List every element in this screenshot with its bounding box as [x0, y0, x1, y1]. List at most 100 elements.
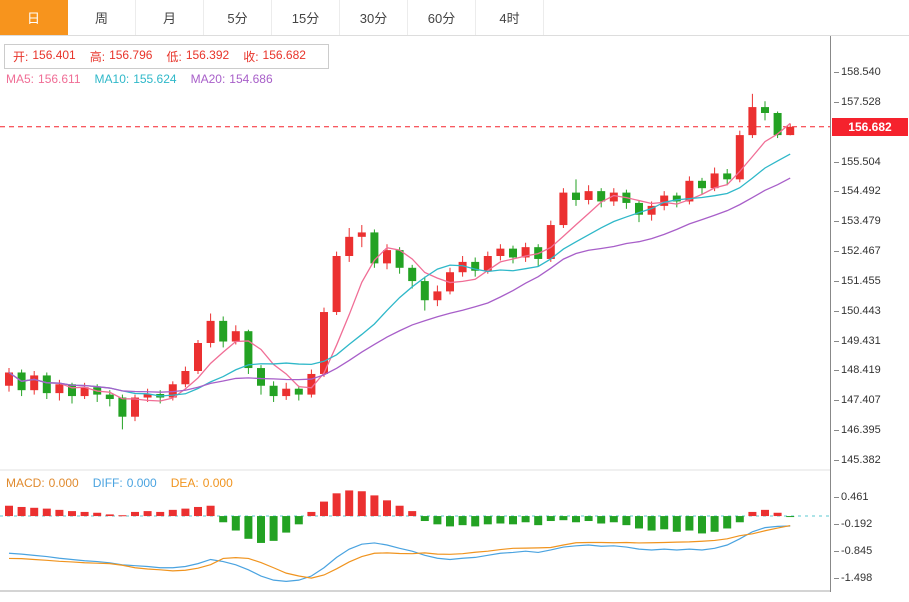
candle-body	[572, 192, 580, 200]
candle-body	[786, 126, 795, 136]
ma5-line	[8, 122, 791, 402]
macd-bar	[534, 516, 543, 526]
candle-body	[509, 248, 517, 258]
tab-timeframe-7[interactable]: 4时	[476, 0, 544, 35]
candle-body	[370, 232, 379, 264]
readout-label: MA20:	[190, 72, 226, 86]
ma-readout-item: MA20: 154.686	[191, 72, 273, 86]
macd-bar	[496, 516, 505, 524]
macd-bar	[735, 516, 744, 523]
candle-body	[685, 180, 694, 202]
macd-bar	[383, 500, 391, 517]
price-axis-label: 155.504	[834, 155, 881, 169]
ma-readout-item: MA10: 155.624	[95, 72, 177, 86]
price-axis-label: 147.407	[834, 393, 881, 407]
candle-body	[307, 373, 316, 395]
price-axis-label: 151.455	[834, 274, 881, 288]
macd-bar	[80, 511, 89, 517]
readout-value: 156.401	[32, 48, 76, 62]
candle-body	[647, 205, 656, 215]
macd-axis-label: -0.845	[834, 544, 872, 558]
macd-bar	[345, 490, 354, 517]
macd-bar	[572, 516, 580, 523]
readout-value: 156.392	[185, 48, 230, 62]
readout-label: MACD:	[6, 476, 45, 490]
macd-bar	[597, 516, 606, 524]
macd-bar	[420, 516, 429, 522]
readout-value: 0.000	[48, 476, 79, 490]
candle-body	[30, 375, 39, 391]
candle-body	[748, 107, 757, 136]
candle-body	[257, 368, 265, 386]
candle-body	[420, 281, 429, 301]
macd-bar	[773, 512, 782, 517]
candle-body	[660, 195, 669, 206]
current-price-tag: 156.682	[832, 117, 908, 136]
macd-bar	[307, 511, 316, 517]
macd-bar	[433, 516, 442, 525]
macd-readout-item: DEA: 0.000	[171, 476, 233, 490]
candle-body	[320, 312, 328, 374]
readout-label: 开:	[13, 50, 29, 64]
candle-body	[597, 191, 606, 202]
macd-axis-label: -0.192	[834, 517, 872, 531]
macd-axis-label: -1.498	[834, 571, 872, 585]
ma-readout-item: MA5: 156.611	[6, 72, 81, 86]
candle-body	[80, 387, 89, 397]
macd-bar	[685, 516, 694, 531]
tab-timeframe-3[interactable]: 5分	[204, 0, 272, 35]
candle-body	[383, 250, 391, 264]
tab-timeframe-6[interactable]: 60分	[408, 0, 476, 35]
candle-body	[483, 256, 492, 271]
candle-body	[433, 291, 442, 301]
macd-bar	[332, 493, 341, 517]
candle-body	[521, 247, 530, 258]
macd-bar	[786, 516, 795, 518]
candle-body	[143, 394, 152, 398]
macd-bar	[509, 516, 517, 525]
macd-bar	[282, 516, 291, 533]
tab-timeframe-2[interactable]: 月	[136, 0, 204, 35]
ohlc-readout-item: 收: 156.682	[243, 48, 306, 65]
price-axis-label: 149.431	[834, 334, 881, 348]
candle-body	[118, 397, 127, 417]
candle-body	[609, 192, 618, 202]
macd-bar	[647, 516, 656, 531]
candle-body	[181, 371, 190, 385]
macd-bar	[156, 511, 165, 517]
candle-body	[710, 173, 719, 189]
macd-bar	[181, 508, 190, 517]
kline-chart-canvas[interactable]	[0, 36, 830, 592]
readout-value: 156.611	[38, 72, 81, 86]
price-axis-label: 157.528	[834, 95, 881, 109]
candle-body	[559, 192, 568, 226]
macd-bar	[446, 516, 454, 527]
candle-body	[168, 384, 177, 398]
tab-timeframe-1[interactable]: 周	[68, 0, 136, 35]
tab-timeframe-0[interactable]: 日	[0, 0, 68, 35]
candle-body	[194, 342, 202, 372]
candle-body	[672, 195, 681, 202]
macd-bar	[118, 515, 127, 517]
macd-bar	[584, 516, 593, 522]
candle-body	[55, 384, 64, 394]
tab-timeframe-4[interactable]: 15分	[272, 0, 340, 35]
candle-body	[105, 394, 114, 400]
candle-body	[206, 320, 215, 343]
candle-body	[458, 261, 467, 273]
candle-body	[42, 375, 51, 394]
macd-bar	[30, 507, 39, 517]
candle-body	[735, 135, 744, 180]
readout-label: DIFF:	[92, 476, 123, 490]
macd-bar	[257, 516, 265, 543]
macd-readout-item: MACD: 0.000	[6, 476, 79, 490]
macd-bar	[17, 506, 26, 517]
macd-bar	[357, 491, 366, 517]
candle-body	[345, 236, 354, 257]
candle-body	[231, 331, 240, 342]
tab-timeframe-5[interactable]: 30分	[340, 0, 408, 35]
macd-bar	[698, 516, 706, 534]
macd-bar	[219, 516, 228, 523]
readout-label: DEA:	[170, 476, 199, 490]
macd-bar	[55, 509, 64, 517]
